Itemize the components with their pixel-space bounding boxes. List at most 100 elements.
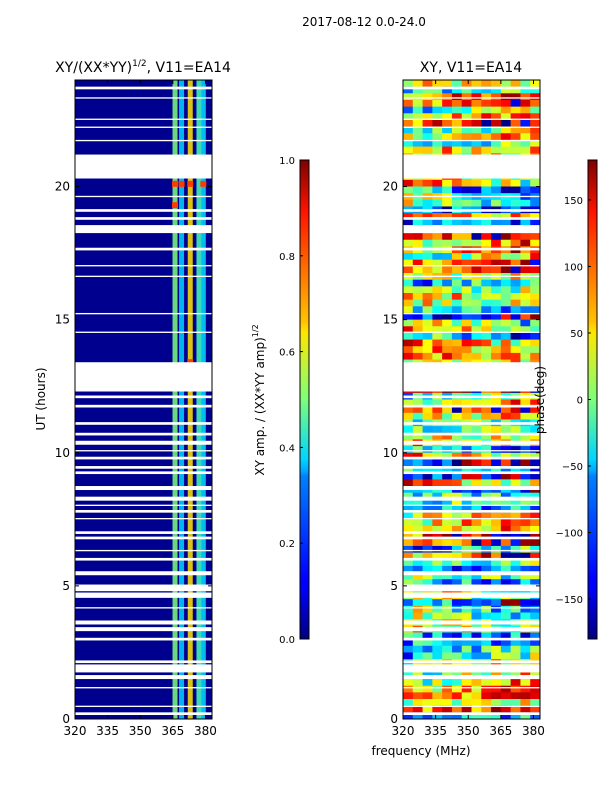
phase-cell <box>510 113 521 121</box>
phase-cell <box>451 352 463 361</box>
phase-cell <box>442 705 453 713</box>
amplitude-colorbar <box>299 159 310 640</box>
phase-cell <box>500 286 512 294</box>
phase-cell <box>461 299 472 307</box>
phase-cell <box>510 612 521 620</box>
right-axes: 320 335 350 365 380 0 5 10 15 20 <box>383 80 545 738</box>
phase-cell <box>451 253 463 261</box>
phase-cell <box>481 146 492 154</box>
colorbar-tick-label: 50 <box>570 329 583 340</box>
phase-cell <box>471 479 482 487</box>
phase-cell <box>481 80 492 88</box>
phase-cell <box>403 306 414 314</box>
phase-cell <box>500 572 512 580</box>
phase-cell <box>481 306 492 314</box>
phase-cell <box>510 712 521 719</box>
phase-cell <box>481 525 492 534</box>
left-heatmap <box>75 80 212 719</box>
phase-cell <box>481 93 492 101</box>
phase-cell <box>461 93 472 101</box>
phase-cell <box>471 106 482 114</box>
phase-cell <box>403 545 414 554</box>
data-gap-band <box>403 517 540 520</box>
phase-cell <box>442 179 453 187</box>
phase-cell <box>422 612 433 620</box>
phase-cell <box>471 705 482 713</box>
phase-cell <box>491 539 502 547</box>
phase-cell <box>481 539 492 547</box>
data-gap-band <box>403 531 540 534</box>
phase-cell <box>510 685 521 693</box>
phase-cell <box>403 512 414 520</box>
phase-cell <box>461 213 472 221</box>
phase-cell <box>403 326 414 334</box>
phase-cell <box>422 446 433 454</box>
phase-cell <box>422 259 433 267</box>
phase-cell <box>520 339 531 347</box>
phase-cell <box>500 80 512 88</box>
phase-cell <box>530 479 540 487</box>
phase-cell <box>520 406 531 414</box>
phase-cell <box>403 699 414 707</box>
phase-cell <box>471 552 482 560</box>
phase-cell <box>530 679 540 687</box>
phase-cell <box>471 146 482 154</box>
phase-cell <box>500 499 512 507</box>
phase-cell <box>530 126 540 134</box>
phase-cell <box>412 492 424 500</box>
phase-cell <box>481 286 492 294</box>
phase-cell <box>530 279 540 287</box>
phase-cell <box>442 446 453 454</box>
phase-cell <box>491 279 502 287</box>
phase-cell <box>412 286 424 294</box>
data-gap-band <box>403 620 540 625</box>
phase-cell <box>510 519 521 527</box>
phase-cell <box>520 539 531 547</box>
phase-cell <box>442 612 453 620</box>
right-data-gaps <box>403 86 540 716</box>
phase-cell <box>442 346 453 354</box>
hot-spot <box>178 180 185 187</box>
phase-cell <box>510 452 521 460</box>
phase-cell <box>481 532 492 540</box>
phase-cell <box>432 293 443 301</box>
phase-cell <box>412 80 424 88</box>
phase-cell <box>442 506 453 514</box>
phase-cell <box>461 186 472 194</box>
phase-cell <box>432 93 443 101</box>
phase-cell <box>412 266 424 274</box>
phase-colorbar-label: phase(deg) <box>533 366 547 434</box>
phase-cell <box>491 652 502 660</box>
phase-cell <box>412 479 424 487</box>
phase-cell <box>442 412 453 420</box>
right-heatmap <box>403 80 540 719</box>
phase-cell <box>520 80 531 88</box>
phase-cell <box>491 253 502 261</box>
y-tick-label: 20 <box>55 180 70 194</box>
phase-cell <box>491 565 502 574</box>
data-gap-band <box>75 432 212 436</box>
phase-cell <box>461 239 472 247</box>
phase-cell <box>510 446 521 454</box>
phase-cell <box>530 412 540 420</box>
phase-cell <box>451 406 463 414</box>
phase-cell <box>442 519 453 527</box>
phase-cell <box>403 346 414 354</box>
phase-cell <box>471 346 482 354</box>
data-gap-band <box>403 504 540 506</box>
data-gap-band <box>403 331 540 333</box>
phase-cell <box>461 525 472 534</box>
phase-cell <box>442 266 453 274</box>
phase-cell <box>442 119 453 128</box>
phase-cell <box>442 139 453 148</box>
phase-cell <box>530 705 540 713</box>
phase-cell <box>461 512 472 520</box>
phase-cell <box>500 133 512 141</box>
phase-cell <box>432 679 443 687</box>
data-gap-band <box>75 97 212 99</box>
phase-cell <box>422 113 433 121</box>
data-gap-band <box>403 456 540 460</box>
y-tick-label: 10 <box>383 446 398 460</box>
phase-cell <box>520 459 531 467</box>
phase-cell <box>412 652 424 660</box>
